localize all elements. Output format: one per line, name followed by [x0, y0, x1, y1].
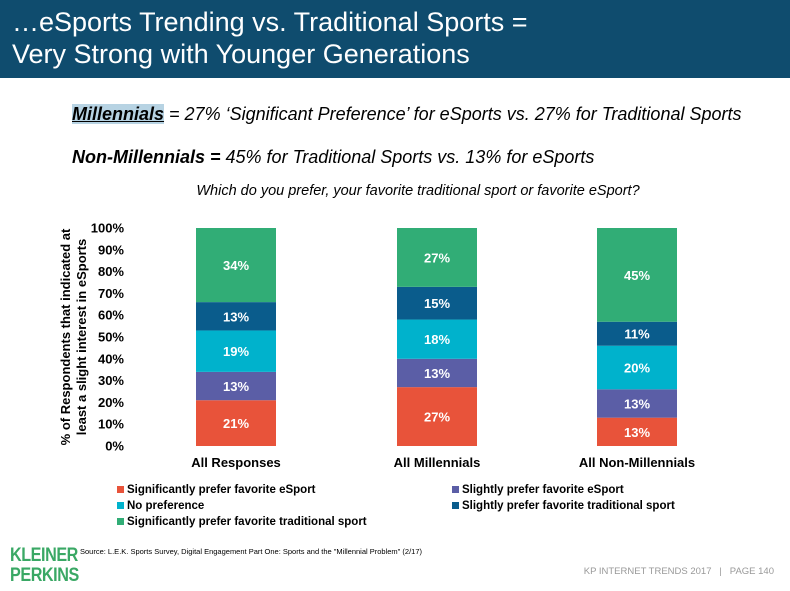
- highlight-millennials: Millennials = 27% ‘Significant Preferenc…: [72, 104, 741, 125]
- legend-item: Significantly prefer favorite eSport: [117, 484, 316, 496]
- y-tick-label: 0%: [105, 439, 124, 454]
- legend-swatch: [452, 486, 459, 493]
- data-label: 13%: [624, 425, 650, 440]
- legend-item: Slightly prefer favorite traditional spo…: [452, 500, 675, 512]
- chart-title: Which do you prefer, your favorite tradi…: [196, 183, 640, 199]
- data-label: 45%: [624, 268, 650, 283]
- y-tick-label: 50%: [98, 330, 124, 345]
- highlight-millennials-text: = 27% ‘Significant Preference’ for eSpor…: [164, 104, 742, 124]
- data-label: 13%: [424, 366, 450, 381]
- bar-segment: [597, 417, 677, 446]
- y-axis-label-line-1: % of Respondents that indicated at: [58, 228, 73, 445]
- legend-swatch: [117, 502, 124, 509]
- y-tick-label: 20%: [98, 395, 124, 410]
- y-tick-label: 100%: [91, 221, 125, 236]
- bar-segment: [196, 330, 276, 372]
- title-banner: …eSports Trending vs. Traditional Sports…: [0, 0, 790, 78]
- y-tick-label: 90%: [98, 242, 124, 257]
- data-label: 19%: [223, 344, 249, 359]
- highlight-non-millennials-label: Non-Millennials =: [72, 147, 221, 167]
- data-label: 13%: [223, 309, 249, 324]
- data-label: 34%: [223, 258, 249, 273]
- data-label: 18%: [424, 332, 450, 347]
- data-label: 20%: [624, 361, 650, 376]
- y-tick-label: 40%: [98, 351, 124, 366]
- legend-label: Significantly prefer favorite traditiona…: [127, 516, 367, 528]
- y-tick-label: 70%: [98, 286, 124, 301]
- bar-segment: [196, 371, 276, 401]
- legend-swatch: [117, 486, 124, 493]
- x-tick-label: All Non-Millennials: [579, 455, 695, 470]
- y-tick-label: 10%: [98, 417, 124, 432]
- x-tick-label: All Responses: [191, 455, 281, 470]
- source-note: Source: L.E.K. Sports Survey, Digital En…: [80, 547, 423, 556]
- data-label: 27%: [424, 250, 450, 265]
- legend-item: Significantly prefer favorite traditiona…: [117, 516, 367, 528]
- legend-swatch: [117, 518, 124, 525]
- highlight-millennials-label: Millennials: [72, 104, 165, 124]
- bar-segment: [397, 286, 477, 320]
- data-label: 11%: [624, 327, 650, 342]
- bar-segment: [196, 228, 276, 303]
- legend-label: No preference: [127, 500, 205, 512]
- x-tick-label: All Millennials: [394, 455, 481, 470]
- bar-segment: [597, 321, 677, 346]
- title-line-2: Very Strong with Younger Generations: [12, 39, 470, 69]
- y-tick-label: 30%: [98, 373, 124, 388]
- highlight-non-millennials-text: 45% for Traditional Sports vs. 13% for e…: [220, 147, 595, 167]
- bar-segment: [397, 228, 477, 287]
- logo-line-1: KLEINER: [10, 545, 78, 566]
- legend-item: Slightly prefer favorite eSport: [452, 484, 624, 496]
- bar-segment: [597, 228, 677, 322]
- data-label: 27%: [424, 410, 450, 425]
- y-tick-label: 80%: [98, 264, 124, 279]
- legend-swatch: [452, 502, 459, 509]
- legend-label: Slightly prefer favorite traditional spo…: [462, 500, 675, 512]
- bar-segment: [397, 387, 477, 446]
- legend-label: Significantly prefer favorite eSport: [127, 484, 316, 496]
- data-label: 13%: [223, 379, 249, 394]
- data-label: 21%: [223, 416, 249, 431]
- data-label: 13%: [624, 396, 650, 411]
- y-tick-label: 60%: [98, 308, 124, 323]
- bar-segment: [397, 319, 477, 359]
- bar-segment: [597, 345, 677, 390]
- bar-segment: [196, 302, 276, 331]
- bar-segment: [196, 400, 276, 446]
- page-footer: KP INTERNET TRENDS 2017 | PAGE 140: [583, 566, 774, 577]
- legend-label: Slightly prefer favorite eSport: [462, 484, 624, 496]
- bar-segment: [597, 389, 677, 418]
- legend-item: No preference: [117, 500, 204, 512]
- slide-title: …eSports Trending vs. Traditional Sports…: [12, 6, 528, 70]
- data-label: 15%: [424, 296, 450, 311]
- bar-segment: [397, 358, 477, 388]
- title-line-1: …eSports Trending vs. Traditional Sports…: [12, 7, 528, 37]
- logo-line-2: PERKINS: [10, 565, 79, 586]
- kleiner-perkins-logo: KLEINER PERKINS: [10, 546, 79, 586]
- y-axis-label-line-2: least a slight interest in eSports: [74, 239, 89, 436]
- highlight-non-millennials: Non-Millennials = 45% for Traditional Sp…: [72, 147, 594, 168]
